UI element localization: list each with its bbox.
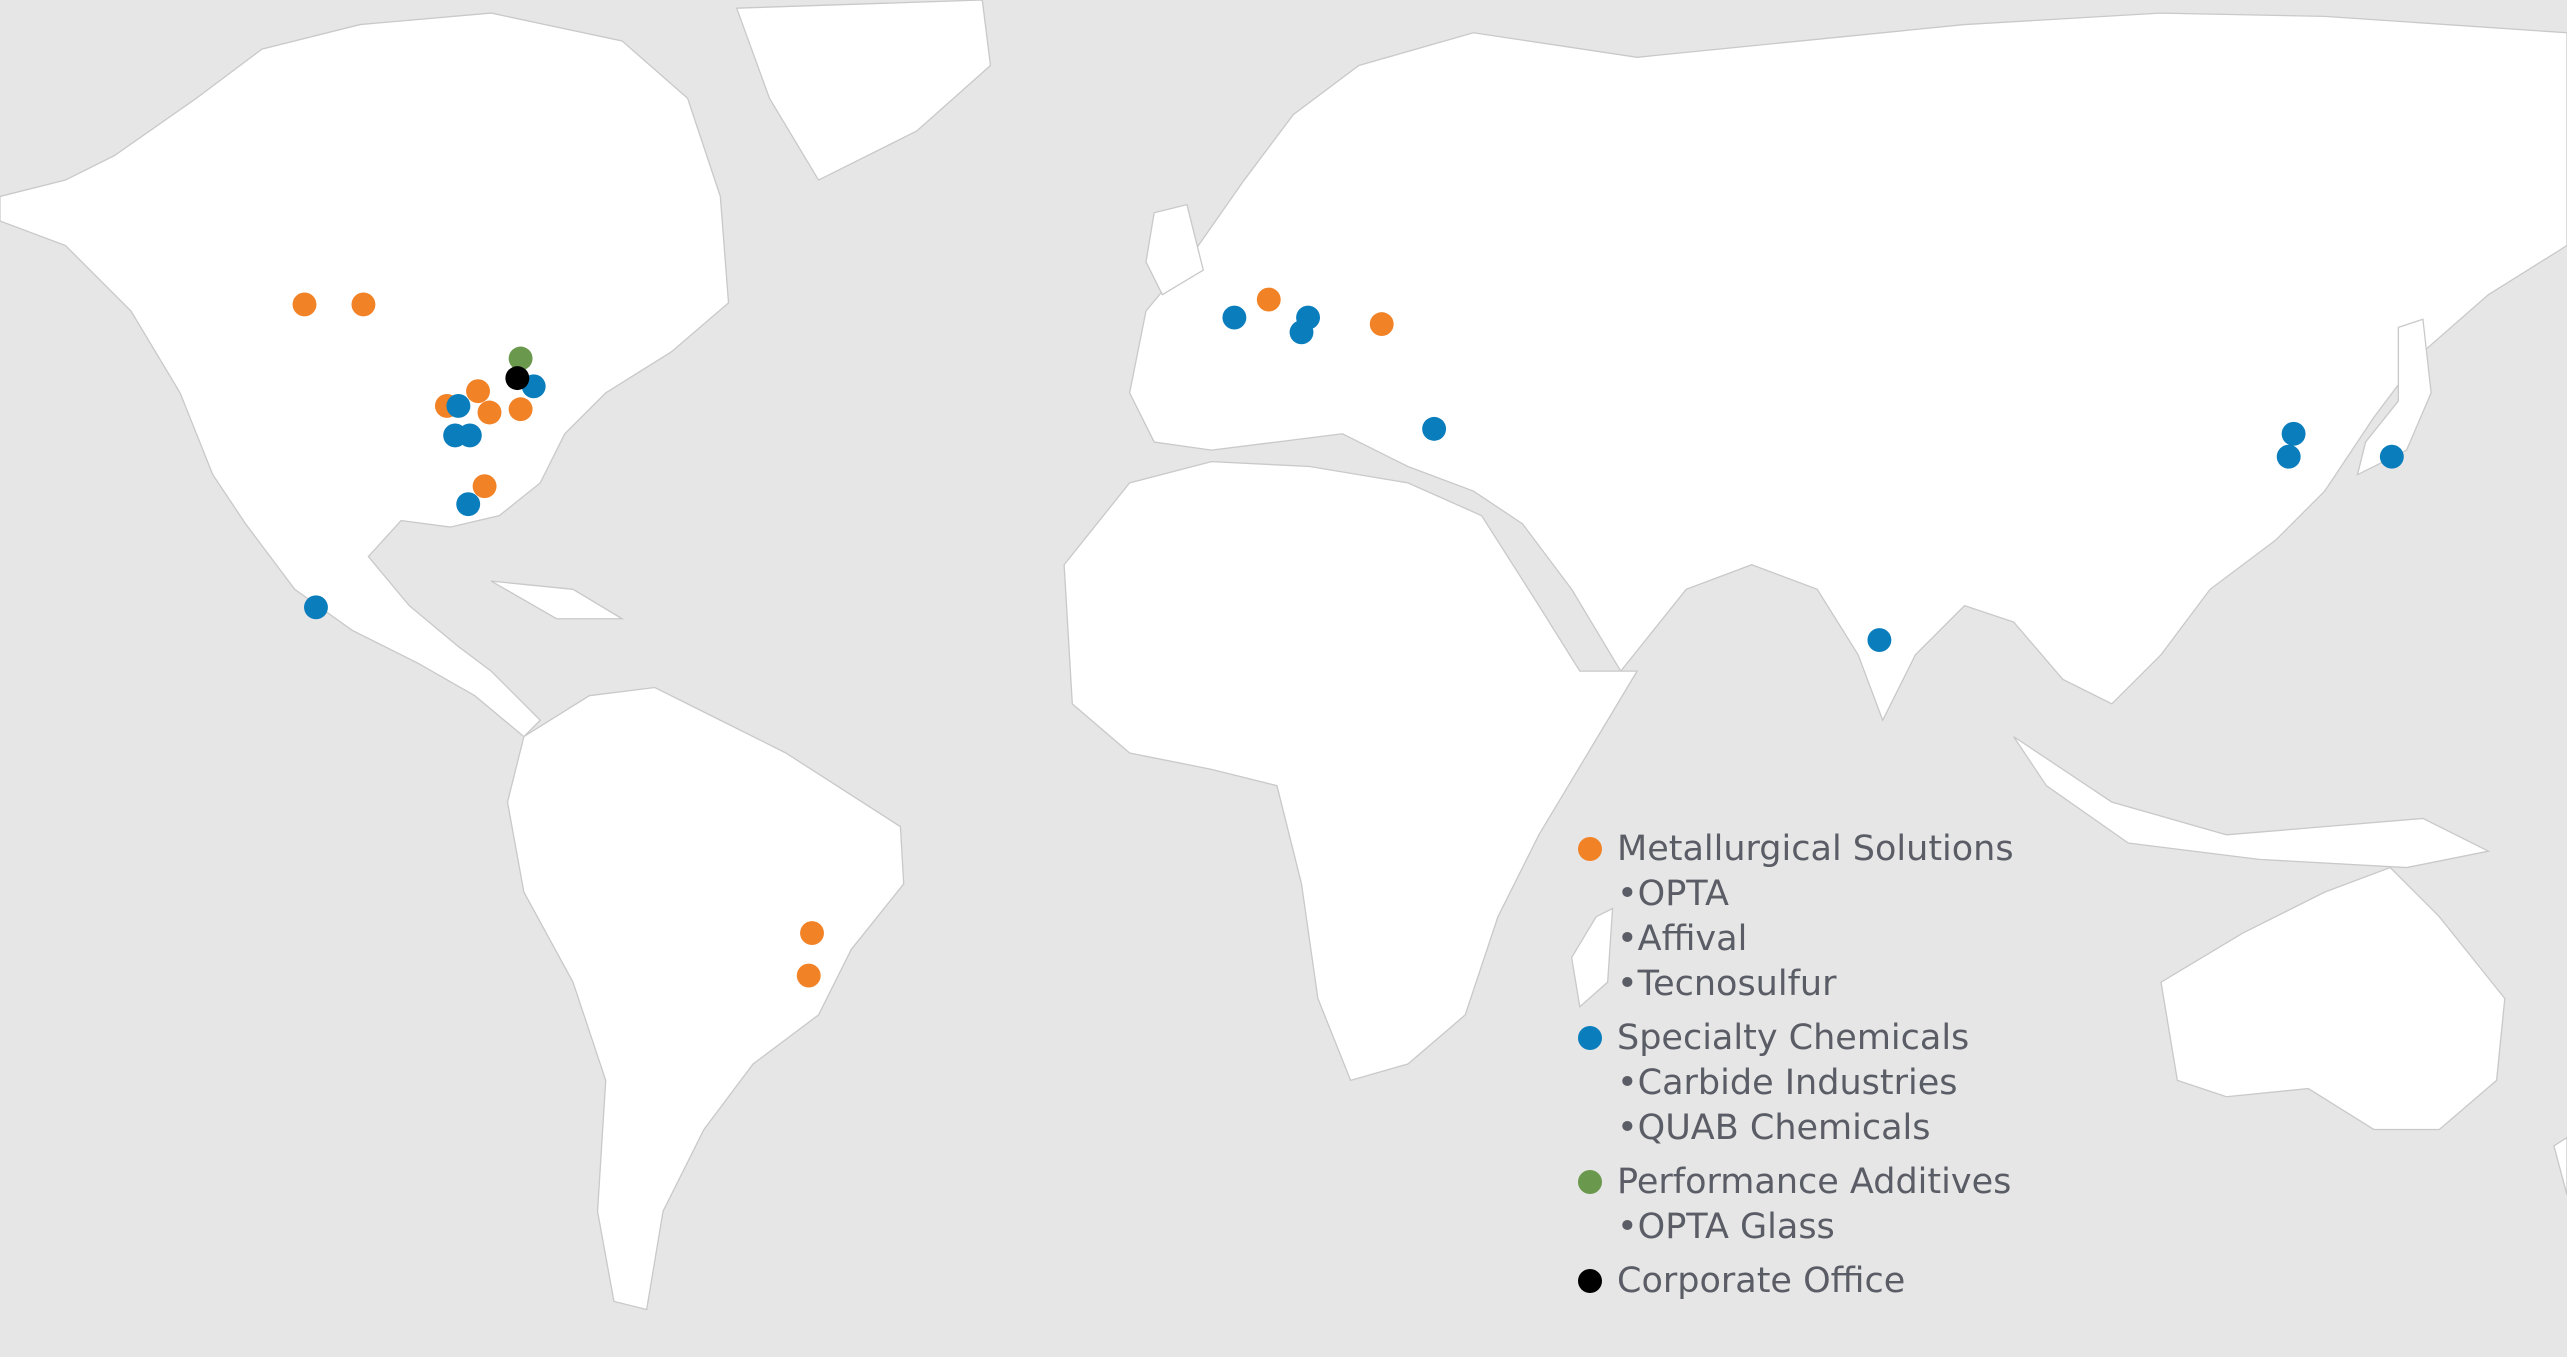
location-marker-metallurgical-solutions (1369, 312, 1394, 337)
legend-entry: Specialty Chemicals (1578, 1015, 2014, 1061)
legend-group: Specialty Chemicals •Carbide Industries •Q… (1578, 1015, 2014, 1151)
location-marker-metallurgical-solutions (796, 963, 821, 988)
location-marker-specialty-chemicals (2281, 421, 2306, 446)
location-marker-specialty-chemicals (446, 394, 471, 418)
location-marker-metallurgical-solutions (351, 292, 376, 317)
greenland (735, 0, 992, 181)
legend-subitem: •Affival (1617, 919, 1748, 959)
location-marker-metallurgical-solutions (292, 292, 317, 317)
legend-dot-icon (1578, 1170, 1602, 1194)
legend: Metallurgical Solutions •OPTA •Affival •Tec… (1578, 826, 2014, 1312)
land-masses (0, 0, 2567, 1311)
legend-group: Corporate Office (1578, 1258, 2014, 1304)
legend-dot-icon (1578, 1269, 1602, 1293)
location-marker-metallurgical-solutions (466, 379, 490, 404)
location-marker-specialty-chemicals (304, 595, 328, 620)
legend-subitem: •OPTA Glass (1617, 1207, 1835, 1247)
new-zealand (2553, 1136, 2567, 1196)
location-marker-specialty-chemicals (1222, 305, 1247, 330)
legend-group: Metallurgical Solutions •OPTA •Affival •Tec… (1578, 826, 2014, 1007)
madagascar (1570, 907, 1614, 1008)
cuba (490, 580, 625, 620)
uk (1145, 203, 1205, 296)
legend-label: Performance Additives (1617, 1162, 2012, 1202)
location-marker-metallurgical-solutions (472, 474, 497, 499)
legend-entry: Performance Additives (1578, 1159, 2014, 1205)
location-markers (292, 287, 2404, 988)
location-marker-metallurgical-solutions (508, 397, 533, 422)
location-marker-specialty-chemicals (1867, 628, 1892, 652)
legend-dot-icon (1578, 1026, 1602, 1050)
australia (2160, 866, 2506, 1131)
location-marker-metallurgical-solutions (477, 400, 502, 425)
legend-subitem: •Carbide Industries (1617, 1063, 1958, 1103)
eurasia (1128, 12, 2567, 722)
legend-label: Specialty Chemicals (1617, 1018, 1970, 1058)
legend-entry: Corporate Office (1578, 1258, 2014, 1304)
north-america (0, 12, 730, 738)
legend-subitem: •OPTA (1617, 874, 1729, 914)
location-marker-specialty-chemicals (456, 492, 481, 517)
location-marker-specialty-chemicals (457, 423, 482, 448)
location-marker-metallurgical-solutions (1256, 287, 1281, 312)
location-marker-specialty-chemicals (1422, 416, 1447, 441)
location-marker-specialty-chemicals (2276, 444, 2301, 469)
location-marker-specialty-chemicals (2379, 444, 2404, 469)
location-marker-corporate-office (505, 366, 530, 391)
indonesia (2013, 736, 2491, 869)
africa (1063, 460, 1639, 1082)
legend-label: Corporate Office (1617, 1261, 1906, 1301)
location-marker-specialty-chemicals (1289, 320, 1314, 345)
south-america (506, 686, 905, 1311)
legend-subitem: •Tecnosulfur (1617, 964, 1837, 1004)
legend-subitem: •QUAB Chemicals (1617, 1108, 1931, 1148)
legend-label: Metallurgical Solutions (1617, 829, 2014, 869)
location-marker-performance-additives (508, 346, 533, 371)
legend-dot-icon (1578, 837, 1602, 861)
location-marker-metallurgical-solutions (800, 921, 824, 945)
legend-entry: Metallurgical Solutions (1578, 826, 2014, 872)
legend-group: Performance Additives •OPTA Glass (1578, 1159, 2014, 1250)
